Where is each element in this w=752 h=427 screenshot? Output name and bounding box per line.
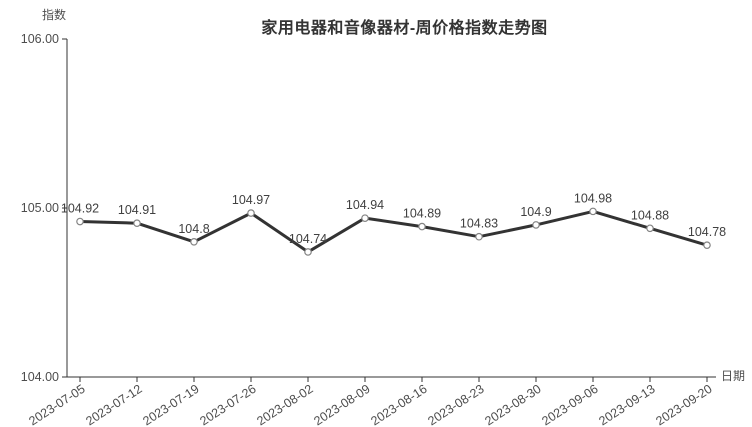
data-point[interactable] xyxy=(703,241,711,249)
chart-title: 家用电器和音像器材-周价格指数走势图 xyxy=(261,20,548,37)
x-tick-label: 2023-08-02 xyxy=(254,382,315,427)
x-tick-label: 2023-08-30 xyxy=(482,382,543,427)
data-point[interactable] xyxy=(475,232,483,241)
y-tick-label: 106.00 xyxy=(21,32,59,46)
data-point[interactable] xyxy=(304,248,312,256)
data-point[interactable] xyxy=(589,207,597,216)
x-tick-label: 2023-07-26 xyxy=(197,382,258,427)
x-tick-label: 2023-08-09 xyxy=(311,382,372,427)
data-point-label: 104.98 xyxy=(574,191,612,205)
data-point-label: 104.74 xyxy=(289,232,327,246)
data-point-label: 104.83 xyxy=(460,217,498,231)
x-tick-label: 2023-08-16 xyxy=(368,382,429,427)
data-point[interactable] xyxy=(247,209,255,217)
data-point-label: 104.91 xyxy=(118,203,156,217)
data-point-label: 104.8 xyxy=(178,222,209,236)
x-tick-label: 2023-09-13 xyxy=(596,382,657,427)
x-axis-name: 日期 xyxy=(721,369,746,383)
y-axis-name: 指数 xyxy=(42,8,67,22)
data-point-label: 104.97 xyxy=(232,193,270,207)
data-point-label: 104.88 xyxy=(631,208,669,222)
x-tick-label: 2023-07-19 xyxy=(140,382,201,427)
y-tick-label: 105.00 xyxy=(21,201,59,215)
data-point[interactable] xyxy=(76,217,84,226)
data-point-label: 104.92 xyxy=(61,202,99,216)
data-point-label: 104.78 xyxy=(688,225,726,239)
data-point[interactable] xyxy=(190,238,198,246)
x-tick-label: 2023-07-12 xyxy=(83,382,144,427)
data-point[interactable] xyxy=(361,214,369,222)
data-point-label: 104.9 xyxy=(520,205,551,219)
y-tick-label: 104.00 xyxy=(21,370,59,384)
data-point[interactable] xyxy=(646,224,654,233)
data-point-label: 104.89 xyxy=(403,207,441,221)
data-point[interactable] xyxy=(532,221,540,229)
data-point-label: 104.94 xyxy=(346,198,384,212)
x-tick-label: 2023-08-23 xyxy=(425,382,486,427)
data-point[interactable] xyxy=(133,219,141,228)
data-point[interactable] xyxy=(418,222,426,231)
x-tick-label: 2023-09-20 xyxy=(653,382,714,427)
x-tick-label: 2023-07-05 xyxy=(26,382,87,427)
x-tick-label: 2023-09-06 xyxy=(539,382,600,427)
series-line xyxy=(78,209,709,254)
